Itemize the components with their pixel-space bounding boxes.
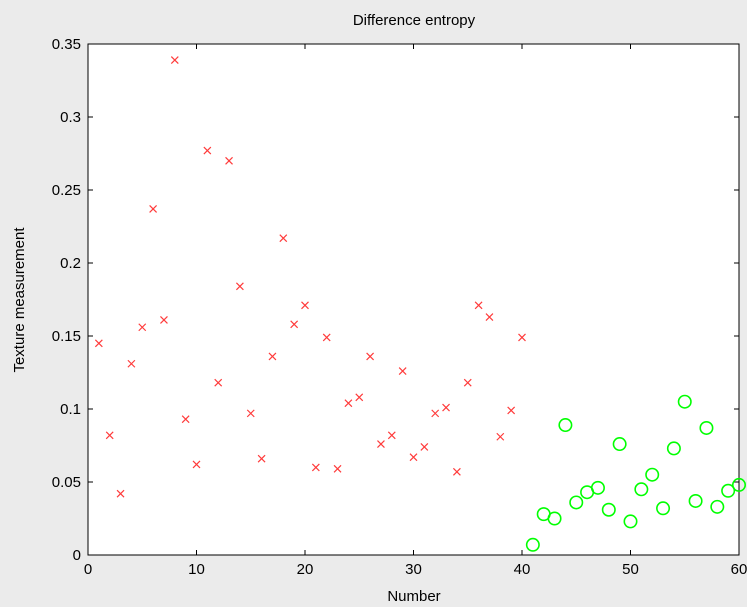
- data-point-x-marker: [214, 378, 223, 387]
- data-point-circle-marker: [601, 502, 616, 517]
- plot-area: [87, 43, 740, 556]
- data-point-x-marker: [485, 313, 494, 321]
- data-point-x-marker: [366, 352, 375, 361]
- data-point-x-marker: [377, 440, 385, 448]
- data-point-x-marker: [149, 205, 158, 213]
- data-point-x-marker: [257, 454, 266, 463]
- data-point-circle-marker: [721, 483, 736, 498]
- data-point-circle-marker: [710, 499, 725, 514]
- data-point-x-marker: [116, 489, 125, 498]
- data-point-x-marker: [94, 339, 103, 348]
- y-axis-label: Texture measurement: [11, 227, 28, 373]
- data-point-x-marker: [442, 403, 450, 412]
- data-point-circle-marker: [558, 418, 573, 433]
- data-point-circle-marker: [612, 437, 627, 452]
- data-point-x-marker: [507, 406, 516, 415]
- data-point-x-marker: [452, 467, 461, 476]
- data-point-circle-marker: [645, 467, 660, 482]
- x-tick-label: 20: [297, 561, 314, 578]
- data-point-x-marker: [333, 464, 342, 473]
- data-point-circle-marker: [699, 420, 714, 435]
- y-tick-label: 0.15: [52, 328, 81, 345]
- data-point-x-marker: [203, 146, 212, 155]
- data-point-circle-marker: [634, 482, 649, 497]
- data-point-circle-marker: [688, 493, 703, 508]
- data-point-x-marker: [192, 460, 201, 469]
- x-tick-label: 10: [188, 561, 205, 578]
- data-point-x-marker: [160, 316, 168, 324]
- data-point-x-marker: [301, 301, 309, 310]
- data-point-circle-marker: [656, 501, 671, 516]
- data-point-x-marker: [322, 333, 331, 342]
- x-tick-label: 60: [731, 561, 747, 578]
- data-point-x-marker: [181, 415, 190, 424]
- y-tick-label: 0.3: [60, 109, 81, 126]
- x-axis-label: Number: [387, 588, 440, 605]
- data-point-circle-marker: [569, 495, 584, 510]
- y-tick-label: 0.05: [52, 474, 81, 491]
- data-point-x-marker: [344, 399, 353, 408]
- data-point-x-marker: [290, 320, 299, 329]
- data-point-x-marker: [105, 431, 114, 440]
- chart-title: Difference entropy: [353, 12, 476, 29]
- data-point-x-marker: [387, 431, 396, 440]
- y-tick-label: 0.25: [52, 182, 81, 199]
- y-tick-label: 0.1: [60, 401, 81, 418]
- data-point-x-marker: [409, 453, 418, 462]
- data-series: [94, 56, 746, 552]
- data-point-x-marker: [268, 352, 277, 361]
- data-point-x-marker: [246, 409, 255, 418]
- x-tick-label: 50: [622, 561, 639, 578]
- data-point-x-marker: [420, 443, 429, 451]
- x-tick-label: 30: [405, 561, 422, 578]
- data-point-x-marker: [474, 301, 483, 310]
- data-point-x-marker: [518, 333, 526, 342]
- data-point-circle-marker: [666, 441, 681, 456]
- data-point-x-marker: [138, 323, 147, 332]
- data-point-x-marker: [170, 56, 179, 64]
- data-point-circle-marker: [731, 477, 746, 492]
- y-tick-label: 0.2: [60, 255, 81, 272]
- data-point-x-marker: [463, 378, 472, 387]
- y-tick-label: 0: [73, 547, 81, 564]
- data-point-x-marker: [355, 393, 364, 402]
- data-point-x-marker: [127, 359, 136, 368]
- data-point-x-marker: [496, 432, 505, 441]
- y-tick-label: 0.35: [52, 36, 81, 53]
- x-axis: 0 10 20 30 40 50 60: [84, 44, 747, 578]
- data-point-x-marker: [235, 282, 244, 291]
- x-tick-label: 0: [84, 561, 92, 578]
- data-point-circle-marker: [677, 394, 692, 409]
- data-point-x-marker: [398, 367, 407, 375]
- data-point-x-marker: [279, 234, 288, 243]
- data-point-x-marker: [225, 156, 233, 165]
- data-point-circle-marker: [525, 537, 540, 552]
- y-axis: 0 0.05 0.1 0.15 0.2 0.25 0.3 0.35: [52, 36, 739, 564]
- data-point-x-marker: [311, 463, 320, 472]
- x-tick-label: 40: [514, 561, 531, 578]
- data-point-x-marker: [431, 409, 440, 418]
- data-point-circle-marker: [547, 511, 562, 526]
- data-point-circle-marker: [623, 514, 638, 529]
- data-point-circle-marker: [590, 480, 605, 495]
